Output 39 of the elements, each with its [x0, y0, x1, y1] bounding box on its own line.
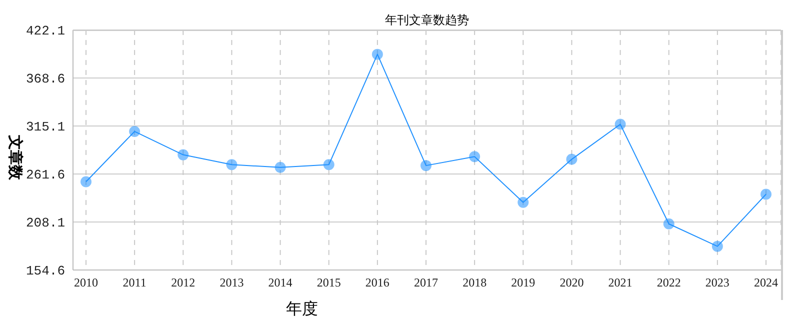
point: [518, 196, 529, 208]
point: [323, 159, 334, 170]
point: [178, 149, 189, 160]
y-tick-label: 154.6: [26, 264, 65, 279]
point: [274, 162, 286, 173]
x-tick-label: 2016: [365, 276, 390, 290]
x-tick-label: 2013: [220, 276, 244, 290]
x-tick-label: 2019: [511, 276, 536, 290]
point: [566, 154, 578, 165]
point: [663, 218, 674, 230]
point: [760, 188, 772, 200]
point: [80, 176, 92, 188]
x-tick-label: 2018: [462, 276, 487, 290]
point: [469, 151, 480, 162]
y-axis-title: 文章数: [6, 134, 24, 182]
y-tick-label: 261.6: [26, 168, 65, 183]
x-tick-label: 2022: [656, 276, 681, 290]
point: [372, 48, 383, 60]
point: [420, 160, 432, 172]
point: [129, 126, 140, 137]
x-tick-label: 2014: [268, 276, 292, 290]
x-tick-label: 2021: [608, 276, 632, 290]
y-tick-label: 422.1: [26, 24, 66, 39]
x-tick-label: 2012: [171, 276, 196, 290]
x-tick-label: 2011: [122, 276, 146, 290]
y-tick-label: 368.6: [26, 72, 65, 87]
point: [712, 240, 723, 252]
y-tick-label: 208.1: [26, 216, 66, 231]
x-tick-label: 2020: [560, 276, 584, 290]
point: [614, 118, 626, 130]
x-axis-title: 年度: [286, 300, 318, 320]
x-tick-label: 2015: [316, 276, 341, 290]
x-tick-label: 2023: [705, 276, 730, 290]
y-tick-label: 315.1: [26, 120, 66, 135]
x-tick-label: 2017: [414, 276, 438, 290]
point: [226, 159, 238, 170]
x-tick-label: 2024: [754, 276, 778, 290]
x-tick-label: 2010: [74, 276, 98, 290]
chart-title: 年刊文章数趋势: [384, 12, 470, 29]
